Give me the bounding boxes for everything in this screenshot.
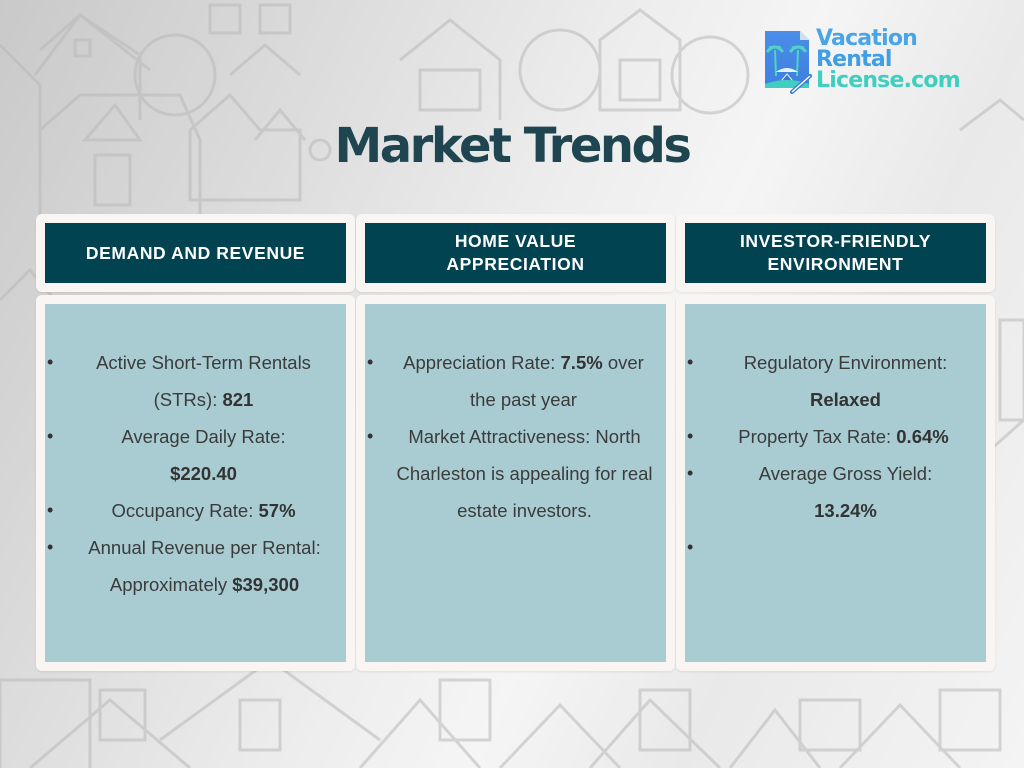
item-value: 57%	[258, 500, 296, 521]
list-item: Market Attractiveness: North Charleston …	[365, 418, 666, 529]
card-body: Active Short-Term Rentals (STRs): 821 Av…	[45, 304, 346, 662]
item-label: Occupancy Rate:	[111, 500, 259, 521]
item-suffix: over the past year	[470, 352, 644, 410]
card-demand-and-revenue: DEMAND AND REVENUE Active Short-Term Ren…	[36, 214, 355, 671]
item-value: 13.24%	[814, 500, 877, 521]
item-value: $220.40	[170, 463, 237, 484]
list-item: Average Gross Yield: 13.24%	[685, 455, 986, 529]
item-label: Average Daily Rate:	[121, 426, 286, 447]
card-body-frame: Appreciation Rate: 7.5% over the past ye…	[356, 295, 675, 671]
brand-wordmark: Vacation Rental License.com	[816, 26, 961, 93]
list-item: Property Tax Rate: 0.64%	[685, 418, 986, 455]
list-item: Occupancy Rate: 57%	[45, 492, 346, 529]
item-value: $39,300	[232, 574, 300, 595]
document-palm-tree-icon	[765, 31, 812, 94]
card-body: Appreciation Rate: 7.5% over the past ye…	[365, 304, 666, 662]
item-label: Property Tax Rate:	[738, 426, 897, 447]
card-home-value-appreciation: HOME VALUE APPRECIATION Appreciation Rat…	[356, 214, 675, 671]
item-label: Appreciation Rate:	[403, 352, 561, 373]
brand-line-2: Rental	[816, 47, 892, 72]
list-item: Regulatory Environment: Relaxed	[685, 344, 986, 418]
brand-line-3: License	[816, 68, 904, 93]
card-body-frame: Regulatory Environment: Relaxed Property…	[676, 295, 995, 671]
item-value: Relaxed	[810, 389, 881, 410]
item-label: Annual Revenue per Rental: Approximately	[88, 537, 321, 595]
card-investor-friendly-environment: INVESTOR-FRIENDLY ENVIRONMENT Regulatory…	[676, 214, 995, 671]
brand-line-1: Vacation	[816, 26, 918, 51]
card-header-frame: INVESTOR-FRIENDLY ENVIRONMENT	[676, 214, 995, 292]
brand-domain-suffix: .com	[903, 68, 961, 93]
card-heading: INVESTOR-FRIENDLY ENVIRONMENT	[685, 223, 986, 283]
item-label: Average Gross Yield:	[758, 463, 933, 484]
bullet-list: Regulatory Environment: Relaxed Property…	[685, 344, 986, 566]
list-item: Appreciation Rate: 7.5% over the past ye…	[365, 344, 666, 418]
item-label: Market Attractiveness: North Charleston …	[396, 426, 653, 521]
item-value: 821	[222, 389, 254, 410]
item-label: Active Short-Term Rentals (STRs):	[96, 352, 311, 410]
item-label: Regulatory Environment:	[743, 352, 948, 373]
card-body: Regulatory Environment: Relaxed Property…	[685, 304, 986, 662]
item-value: 0.64%	[896, 426, 949, 447]
bullet-list: Active Short-Term Rentals (STRs): 821 Av…	[45, 344, 346, 603]
brand-logo[interactable]: Vacation Rental License.com	[762, 28, 982, 98]
list-item: Average Daily Rate: $220.40	[45, 418, 346, 492]
list-item: Active Short-Term Rentals (STRs): 821	[45, 344, 346, 418]
card-body-frame: Active Short-Term Rentals (STRs): 821 Av…	[36, 295, 355, 671]
item-value: 7.5%	[560, 352, 603, 373]
card-header-frame: HOME VALUE APPRECIATION	[356, 214, 675, 292]
page-title: Market Trends	[334, 118, 692, 174]
list-item: Annual Revenue per Rental: Approximately…	[45, 529, 346, 603]
card-heading: DEMAND AND REVENUE	[45, 223, 346, 283]
list-item-empty: ​	[685, 529, 986, 566]
card-heading: HOME VALUE APPRECIATION	[365, 223, 666, 283]
card-header-frame: DEMAND AND REVENUE	[36, 214, 355, 292]
bullet-list: Appreciation Rate: 7.5% over the past ye…	[365, 344, 666, 529]
